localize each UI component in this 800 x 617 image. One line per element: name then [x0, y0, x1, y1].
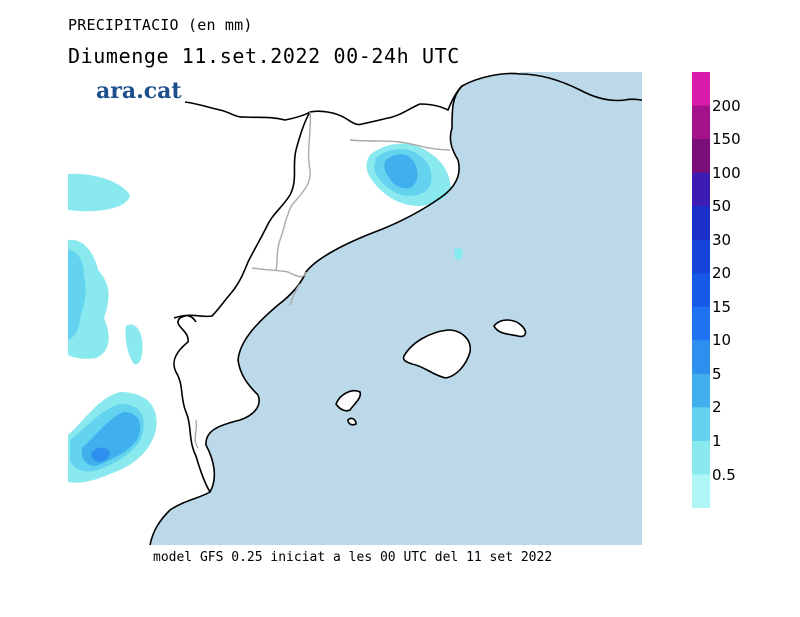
precip-blob-sea-spot	[454, 247, 464, 261]
legend-swatch	[692, 474, 710, 508]
legend-swatch	[692, 105, 710, 140]
legend-label: 50	[712, 197, 732, 216]
legend-label: 150	[712, 130, 741, 149]
model-info: model GFS 0.25 iniciat a les 00 UTC del …	[153, 550, 553, 565]
legend-label: 30	[712, 230, 732, 249]
legend-swatch	[692, 440, 710, 475]
formentera	[347, 417, 357, 426]
precip-blob-spot	[125, 324, 143, 365]
legend-label: 0.5	[712, 465, 736, 484]
legend-label: 100	[712, 163, 741, 182]
legend-label: 5	[712, 364, 722, 383]
legend-swatch	[692, 72, 710, 107]
legend-swatch	[692, 340, 710, 375]
legend-swatch	[692, 373, 710, 408]
legend-swatch	[692, 139, 710, 174]
legend-swatch	[692, 306, 710, 341]
legend-swatch	[692, 273, 710, 308]
balearic-islands	[335, 319, 527, 426]
legend-label: 2	[712, 398, 722, 417]
ara-cat-logo: ara.cat	[96, 78, 182, 104]
legend-label: 1	[712, 431, 722, 450]
legend-swatch	[692, 407, 710, 442]
regional-borders	[194, 111, 451, 449]
precipitation-areas	[68, 143, 464, 483]
menorca	[493, 319, 527, 338]
legend-label: 20	[712, 264, 732, 283]
legend-label: 10	[712, 331, 732, 350]
ibiza	[335, 389, 362, 412]
sea	[150, 72, 642, 545]
mallorca	[402, 329, 472, 379]
map-subtitle: Diumenge 11.set.2022 00-24h UTC	[68, 44, 460, 68]
legend-colorbar	[692, 72, 710, 508]
legend-label: 200	[712, 96, 741, 115]
precip-blob-left-bottom-max	[91, 447, 110, 462]
precip-blob-left-mid-inner	[68, 250, 86, 340]
legend-swatch	[692, 172, 710, 207]
legend-swatch	[692, 206, 710, 241]
legend-swatch	[692, 239, 710, 274]
precip-blob-north-core	[384, 154, 418, 189]
coastlines	[149, 72, 643, 546]
legend-label: 15	[712, 297, 732, 316]
precip-blob-left-top	[68, 173, 130, 212]
map-title: PRECIPITACIO (en mm)	[68, 16, 253, 34]
